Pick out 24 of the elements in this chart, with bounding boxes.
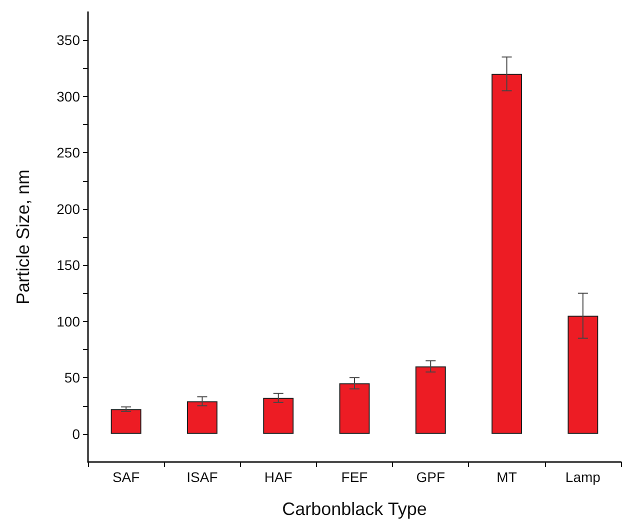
y-tick-label: 200 bbox=[56, 200, 80, 217]
bar bbox=[339, 383, 370, 434]
bar bbox=[415, 366, 446, 434]
x-tick-label: Lamp bbox=[565, 469, 601, 485]
x-tick-label: ISAF bbox=[186, 469, 218, 485]
x-axis-title: Carbonblack Type bbox=[282, 499, 427, 519]
x-tick-label: FEF bbox=[341, 469, 368, 485]
x-tick-label: SAF bbox=[112, 469, 140, 485]
bar bbox=[492, 74, 522, 434]
bar bbox=[568, 316, 598, 434]
y-tick-label: 150 bbox=[56, 257, 80, 274]
bar bbox=[110, 409, 142, 434]
x-tick-label: GPF bbox=[416, 469, 446, 485]
bar bbox=[263, 398, 294, 434]
y-tick-label: 100 bbox=[56, 313, 80, 330]
y-tick-label: 350 bbox=[56, 32, 80, 48]
x-tick-label: HAF bbox=[264, 469, 292, 485]
y-tick-label: 250 bbox=[56, 144, 80, 161]
y-tick-label: 0 bbox=[72, 426, 80, 442]
y-axis-title: Particle Size, nm bbox=[13, 169, 33, 305]
y-tick-label: 50 bbox=[64, 370, 80, 386]
x-tick-label: MT bbox=[496, 469, 518, 485]
y-tick-label: 300 bbox=[56, 88, 80, 104]
bar bbox=[186, 401, 218, 434]
